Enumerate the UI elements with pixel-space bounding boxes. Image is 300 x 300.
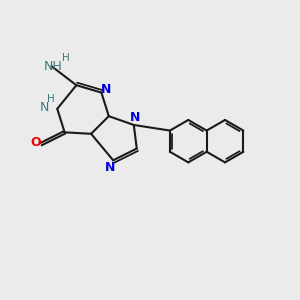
Text: H: H <box>47 94 55 104</box>
Text: N: N <box>100 83 111 96</box>
Text: O: O <box>30 136 41 149</box>
Text: N: N <box>105 161 116 174</box>
Text: N: N <box>40 101 50 114</box>
Text: NH: NH <box>44 60 62 73</box>
Text: H: H <box>62 53 70 63</box>
Text: N: N <box>130 111 140 124</box>
